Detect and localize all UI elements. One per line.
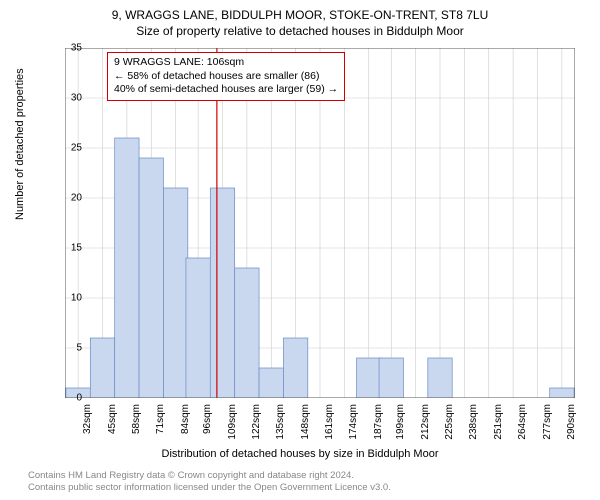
xtick-label: 84sqm — [180, 404, 191, 448]
footer: Contains HM Land Registry data © Crown c… — [28, 470, 391, 494]
xtick-label: 277sqm — [542, 404, 553, 448]
ytick-label: 20 — [62, 193, 82, 204]
ytick-label: 0 — [62, 393, 82, 404]
title-main: 9, WRAGGS LANE, BIDDULPH MOOR, STOKE-ON-… — [0, 0, 600, 22]
title-sub: Size of property relative to detached ho… — [0, 22, 600, 38]
histogram-bar — [235, 268, 259, 398]
xtick-label: 148sqm — [300, 404, 311, 448]
xtick-label: 251sqm — [493, 404, 504, 448]
annotation-line3: 40% of semi-detached houses are larger (… — [114, 83, 338, 97]
xtick-label: 225sqm — [444, 404, 455, 448]
ytick-label: 15 — [62, 243, 82, 254]
histogram-bar — [550, 388, 574, 398]
annotation-line1: 9 WRAGGS LANE: 106sqm — [114, 56, 338, 70]
xtick-label: 71sqm — [155, 404, 166, 448]
histogram-bar — [379, 358, 403, 398]
xtick-label: 290sqm — [566, 404, 577, 448]
histogram-bar — [115, 138, 139, 398]
xtick-label: 199sqm — [395, 404, 406, 448]
xtick-label: 238sqm — [468, 404, 479, 448]
histogram-bar — [163, 188, 187, 398]
histogram-bar — [90, 338, 114, 398]
histogram-bar — [186, 258, 210, 398]
x-axis-label: Distribution of detached houses by size … — [0, 448, 600, 460]
xtick-label: 32sqm — [82, 404, 93, 448]
xtick-label: 45sqm — [107, 404, 118, 448]
ytick-label: 10 — [62, 293, 82, 304]
histogram-bar — [139, 158, 163, 398]
xtick-label: 264sqm — [517, 404, 528, 448]
annotation-box: 9 WRAGGS LANE: 106sqm ← 58% of detached … — [107, 52, 345, 101]
xtick-label: 212sqm — [420, 404, 431, 448]
xtick-label: 122sqm — [251, 404, 262, 448]
histogram-bar — [357, 358, 381, 398]
xtick-label: 135sqm — [275, 404, 286, 448]
ytick-label: 30 — [62, 93, 82, 104]
xtick-label: 174sqm — [348, 404, 359, 448]
xtick-label: 161sqm — [324, 404, 335, 448]
footer-line2: Contains public sector information licen… — [28, 482, 391, 494]
xtick-label: 187sqm — [373, 404, 384, 448]
ytick-label: 5 — [62, 343, 82, 354]
ytick-label: 35 — [62, 43, 82, 54]
histogram-bar — [283, 338, 307, 398]
y-axis-label: Number of detached properties — [14, 68, 26, 220]
xtick-label: 109sqm — [227, 404, 238, 448]
chart-area: 9 WRAGGS LANE: 106sqm ← 58% of detached … — [65, 48, 575, 398]
chart-container: 9, WRAGGS LANE, BIDDULPH MOOR, STOKE-ON-… — [0, 0, 600, 500]
annotation-line2: ← 58% of detached houses are smaller (86… — [114, 70, 338, 84]
histogram-bar — [210, 188, 234, 398]
ytick-label: 25 — [62, 143, 82, 154]
xtick-label: 58sqm — [131, 404, 142, 448]
footer-line1: Contains HM Land Registry data © Crown c… — [28, 470, 391, 482]
xtick-label: 96sqm — [202, 404, 213, 448]
histogram-bar — [259, 368, 283, 398]
histogram-bar — [428, 358, 452, 398]
